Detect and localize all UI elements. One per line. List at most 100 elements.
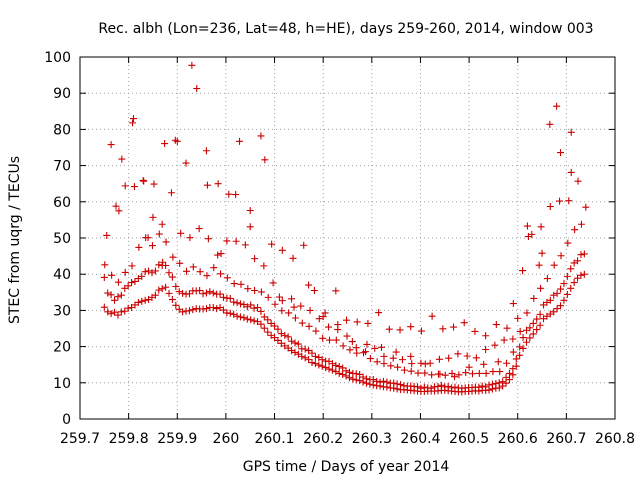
data-point (363, 340, 371, 348)
data-point (503, 359, 511, 367)
data-point (308, 359, 316, 367)
data-point (306, 306, 314, 314)
data-point (421, 360, 429, 368)
data-point (290, 303, 298, 311)
data-point (546, 296, 554, 304)
data-point (202, 305, 210, 313)
data-point (121, 307, 129, 315)
data-point (237, 280, 245, 288)
data-point (373, 377, 381, 385)
data-point (494, 358, 502, 366)
data-point (441, 371, 449, 379)
data-point (275, 293, 283, 301)
data-point (236, 137, 244, 145)
data-point (582, 203, 590, 211)
data-point (339, 370, 347, 378)
data-point (550, 261, 558, 269)
data-point (482, 345, 490, 353)
y-tick-label: 100 (44, 50, 71, 66)
data-point (216, 290, 224, 298)
data-point (141, 296, 149, 304)
data-point (315, 315, 323, 323)
data-point (427, 384, 435, 392)
data-point (203, 272, 211, 280)
data-point (332, 336, 340, 344)
data-point (514, 314, 522, 322)
data-point (488, 380, 496, 388)
data-point (135, 243, 143, 251)
data-point (274, 325, 282, 333)
data-point (478, 382, 486, 390)
data-point (567, 168, 575, 176)
data-point (509, 365, 517, 373)
data-point (426, 359, 434, 367)
data-point (173, 137, 181, 145)
data-point (560, 280, 568, 288)
y-tick-label: 10 (53, 376, 71, 392)
x-tick-label: 260.8 (595, 431, 635, 447)
data-point (536, 321, 544, 329)
data-point (577, 220, 585, 228)
data-point (260, 313, 268, 321)
data-point (538, 249, 546, 257)
data-point (557, 302, 565, 310)
data-point (107, 310, 115, 318)
x-tick-label: 260.1 (254, 431, 294, 447)
data-point (509, 371, 517, 379)
x-tick-label: 260.7 (546, 431, 586, 447)
data-point (564, 239, 572, 247)
data-point (233, 299, 241, 307)
data-point (278, 297, 286, 305)
data-point (451, 383, 459, 391)
y-tick-label: 20 (53, 340, 71, 356)
data-point (117, 291, 125, 299)
data-point (141, 268, 149, 276)
data-point (577, 271, 585, 279)
data-point (185, 290, 193, 298)
data-point (168, 273, 176, 281)
data-point (398, 356, 406, 364)
data-point (144, 234, 152, 242)
data-point (550, 308, 558, 316)
y-tick-label: 60 (53, 195, 71, 211)
data-point (172, 301, 180, 309)
data-point (183, 267, 191, 275)
data-point (332, 361, 340, 369)
data-point (246, 206, 254, 214)
data-point (114, 293, 122, 301)
data-point (393, 380, 401, 388)
data-point (288, 295, 296, 303)
data-point (305, 322, 313, 330)
data-point (103, 231, 111, 239)
data-point (312, 327, 320, 335)
data-point (118, 155, 126, 163)
data-point (291, 339, 299, 347)
x-tick-label: 259.8 (109, 431, 149, 447)
data-point (546, 120, 554, 128)
data-point (308, 349, 316, 357)
data-point (264, 316, 272, 324)
data-point (271, 334, 279, 342)
x-tick-label: 260.5 (449, 431, 489, 447)
data-point (414, 369, 422, 377)
data-point (257, 288, 265, 296)
data-point (503, 324, 511, 332)
data-point (570, 279, 578, 287)
data-point (223, 274, 231, 282)
data-point (261, 156, 269, 164)
data-point (195, 225, 203, 233)
data-point (240, 314, 248, 322)
data-point (232, 191, 240, 199)
data-point (274, 336, 282, 344)
data-point (557, 252, 565, 260)
data-point (179, 308, 187, 316)
data-point (519, 344, 527, 352)
data-point (500, 336, 508, 344)
data-point (428, 312, 436, 320)
data-point (101, 261, 109, 269)
data-point (121, 182, 129, 190)
data-point (407, 352, 415, 360)
data-point (182, 159, 190, 167)
x-tick-label: 260.6 (498, 431, 538, 447)
